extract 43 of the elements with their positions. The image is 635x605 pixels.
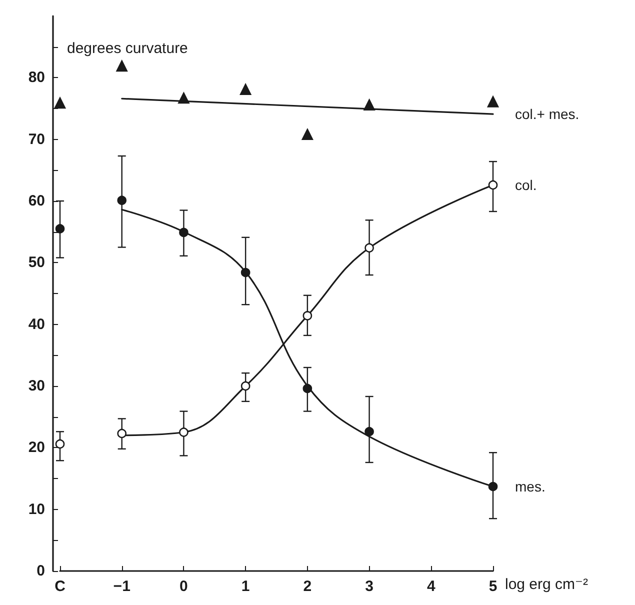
x-axis-title: log erg cm⁻² <box>505 576 588 593</box>
y-axis-title: degrees curvature <box>67 40 188 57</box>
y-tick-label: 70 <box>28 130 45 148</box>
point <box>179 228 188 238</box>
x-tick-label: 1 <box>241 578 250 595</box>
point <box>240 268 250 278</box>
point <box>117 196 127 206</box>
point <box>55 224 65 234</box>
x-tick-label: 4 <box>426 578 436 595</box>
point <box>179 428 188 437</box>
y-tick-label: 60 <box>28 192 45 210</box>
point <box>487 96 499 108</box>
y-tick-label: 20 <box>28 439 45 456</box>
point <box>364 243 374 253</box>
y-tick-label: 40 <box>28 316 45 333</box>
y-tick-label: 80 <box>28 69 45 86</box>
y-tick-label: 50 <box>28 254 45 272</box>
point <box>488 180 498 190</box>
point <box>240 381 250 391</box>
point <box>302 384 312 394</box>
point <box>302 311 312 320</box>
series-label: col.+ mes. <box>515 106 580 122</box>
series-label: col. <box>515 176 537 193</box>
point <box>116 60 128 72</box>
point <box>302 128 314 140</box>
series-label: mes. <box>515 478 546 495</box>
y-tick-label: 10 <box>28 500 45 518</box>
point <box>364 99 375 110</box>
x-tick-label: 0 <box>180 578 188 595</box>
x-tick-label: 5 <box>488 578 498 595</box>
point <box>55 439 65 449</box>
x-tick-label: 2 <box>303 578 312 595</box>
x-tick-label: −1 <box>113 578 130 595</box>
y-tick-label: 0 <box>36 562 45 580</box>
point <box>54 97 66 109</box>
x-tick-label: C <box>54 578 66 595</box>
point <box>178 92 190 104</box>
point <box>117 428 127 438</box>
point <box>364 426 374 436</box>
y-tick-label: 30 <box>28 378 45 394</box>
point <box>240 84 252 96</box>
point <box>488 482 498 492</box>
x-tick-label: 3 <box>365 578 374 595</box>
